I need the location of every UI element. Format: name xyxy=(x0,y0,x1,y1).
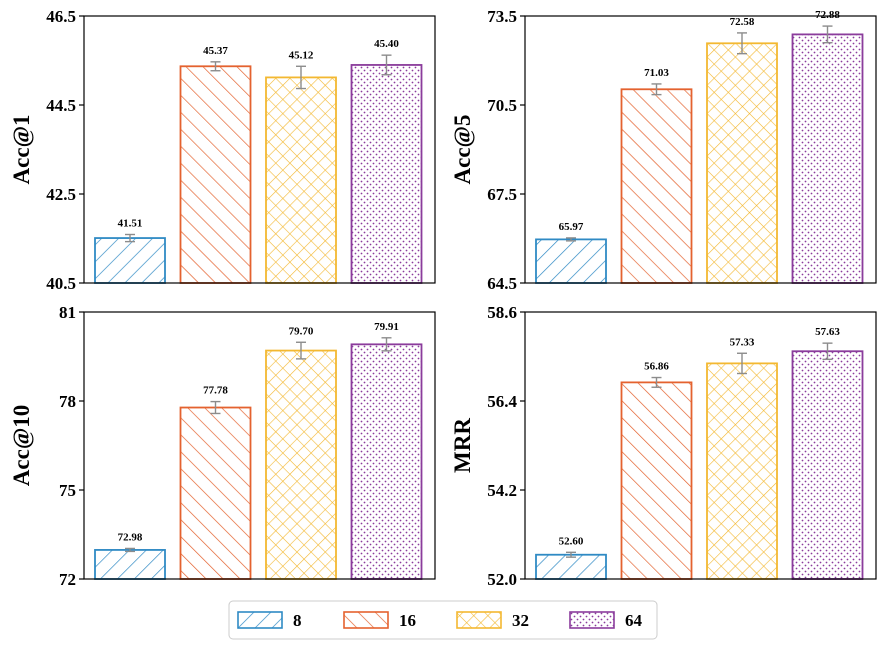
data-label: 72.58 xyxy=(730,16,755,28)
bar-16 xyxy=(620,381,693,580)
data-label: 71.03 xyxy=(644,67,669,79)
axes-frame xyxy=(83,311,436,580)
legend-swatch xyxy=(237,611,283,629)
error-bar xyxy=(210,61,221,72)
error-bar xyxy=(822,342,833,361)
error-bar xyxy=(125,233,135,243)
data-label: 72.98 xyxy=(118,531,143,543)
y-tick-label: 72 xyxy=(59,570,76,589)
legend: 8 16 32 64 xyxy=(228,600,658,640)
bar-16 xyxy=(179,406,252,580)
legend-entry: 16 xyxy=(343,611,416,630)
legend-entry: 64 xyxy=(569,611,643,630)
error-bar xyxy=(822,25,833,44)
y-axis-label: MRR xyxy=(450,418,475,473)
y-tick-label: 46.5 xyxy=(46,7,76,26)
bar-32 xyxy=(265,349,337,580)
y-tick-label: 40.5 xyxy=(46,274,76,293)
error-bar xyxy=(296,341,306,360)
data-label: 72.88 xyxy=(815,9,840,21)
y-tick-label: 44.5 xyxy=(46,96,76,115)
y-axis-label: Acc@5 xyxy=(450,115,476,185)
data-label: 57.33 xyxy=(730,336,755,348)
error-bar xyxy=(381,337,392,352)
bar-64 xyxy=(791,33,864,284)
error-bar xyxy=(651,376,662,388)
data-label: 57.63 xyxy=(815,326,840,338)
bar-8 xyxy=(535,238,607,284)
y-tick-label: 64.5 xyxy=(487,274,517,293)
y-axis-label: Acc@1 xyxy=(9,115,35,185)
y-tick-label: 56.4 xyxy=(487,392,517,411)
bar-8 xyxy=(94,549,166,580)
legend-entry: 32 xyxy=(456,611,529,630)
data-label: 79.70 xyxy=(289,325,314,337)
error-bar xyxy=(651,83,662,96)
panel-acc1: Acc@1 40.5 42.5 44.5 46.5 41.51 45.37 45.12 45… xyxy=(9,7,436,293)
panel-mrr: MRR 52.0 54.2 56.4 58.6 52.60 56.86 57.33 57.6… xyxy=(450,303,877,589)
axes-frame xyxy=(524,15,877,284)
error-bar xyxy=(737,352,747,375)
legend-swatch xyxy=(569,611,615,629)
bar-64 xyxy=(791,350,864,580)
bar-64 xyxy=(350,343,423,580)
legend-entry: 8 xyxy=(237,611,302,630)
bar-8 xyxy=(94,237,166,284)
axes-frame xyxy=(524,311,877,580)
data-label: 77.78 xyxy=(203,385,228,397)
error-bar xyxy=(737,32,747,55)
legend-swatch xyxy=(456,611,502,629)
error-bar xyxy=(125,547,135,553)
y-tick-label: 75 xyxy=(59,481,76,500)
bar-16 xyxy=(620,88,693,284)
error-bar xyxy=(566,551,576,558)
data-label: 45.37 xyxy=(203,45,228,57)
data-label: 45.12 xyxy=(289,49,314,61)
panel-acc10: Acc@10 72 75 78 81 72.98 77.78 79.70 79.91 xyxy=(9,303,436,589)
bar-16 xyxy=(179,65,252,284)
error-bar xyxy=(381,54,392,76)
bar-64 xyxy=(350,64,423,284)
y-tick-label: 78 xyxy=(59,392,76,411)
bar-32 xyxy=(706,362,778,580)
y-tick-label: 54.2 xyxy=(487,481,517,500)
error-bar xyxy=(566,237,576,242)
panel-acc5: Acc@5 64.5 67.5 70.5 73.5 65.97 71.03 72.58 72… xyxy=(450,7,877,293)
data-label: 56.86 xyxy=(644,361,669,373)
legend-label: 64 xyxy=(625,611,643,630)
error-bar xyxy=(210,400,221,415)
legend-label: 8 xyxy=(293,611,302,630)
data-label: 45.40 xyxy=(374,38,399,50)
error-bar xyxy=(296,65,306,90)
y-tick-label: 73.5 xyxy=(487,7,517,26)
y-axis-label: Acc@10 xyxy=(9,405,35,486)
legend-swatch xyxy=(343,611,389,629)
legend-label: 16 xyxy=(399,611,416,630)
y-tick-label: 67.5 xyxy=(487,185,517,204)
y-tick-label: 52.0 xyxy=(487,570,517,589)
data-label: 41.51 xyxy=(118,217,143,229)
axes-frame xyxy=(83,15,436,284)
data-label: 52.60 xyxy=(559,535,584,547)
y-tick-label: 70.5 xyxy=(487,96,517,115)
legend-label: 32 xyxy=(512,611,529,630)
data-label: 65.97 xyxy=(559,221,584,233)
bar-32 xyxy=(265,76,337,284)
y-tick-label: 81 xyxy=(59,303,76,322)
legend-frame xyxy=(228,600,658,640)
bar-32 xyxy=(706,42,778,284)
bar-8 xyxy=(535,553,607,580)
y-tick-label: 58.6 xyxy=(487,303,517,322)
data-label: 79.91 xyxy=(374,321,399,333)
y-tick-label: 42.5 xyxy=(46,185,76,204)
